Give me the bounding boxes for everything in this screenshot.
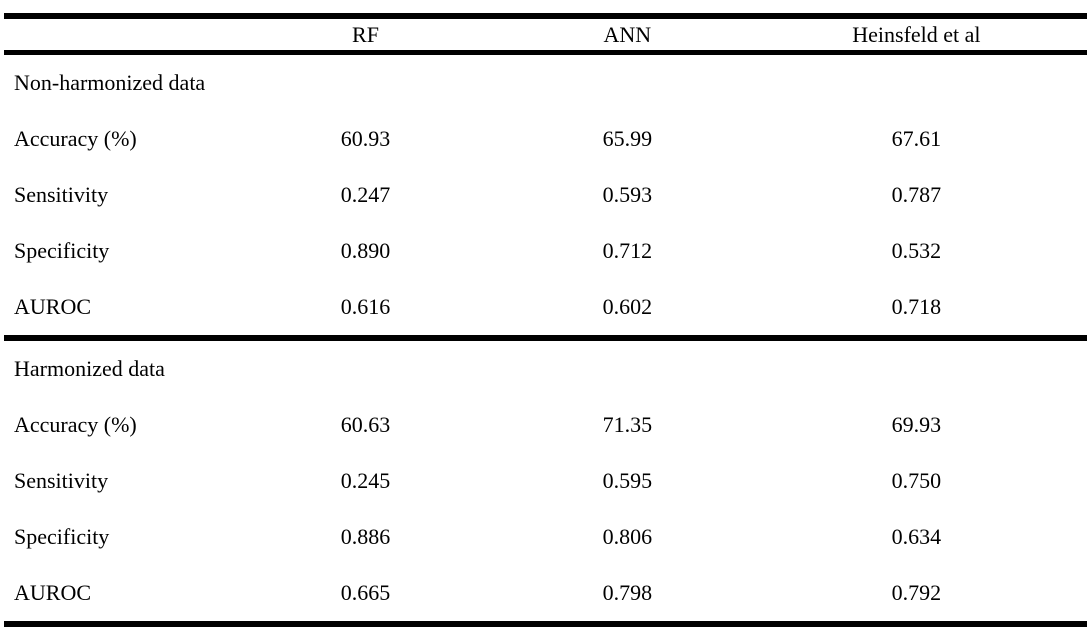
row-label: Specificity bbox=[14, 524, 110, 549]
header-rule bbox=[4, 50, 1087, 55]
value-cell-rf: 0.890 bbox=[340, 238, 391, 263]
row-label: AUROC bbox=[14, 294, 92, 319]
row-label: Sensitivity bbox=[14, 182, 109, 207]
table-row: AUROC 0.616 0.602 0.718 bbox=[0, 279, 1091, 335]
section-title: Non-harmonized data bbox=[14, 70, 206, 95]
value-cell-rf: 60.63 bbox=[340, 412, 391, 437]
table-row: Sensitivity 0.247 0.593 0.787 bbox=[0, 167, 1091, 223]
value-cell-ann: 0.602 bbox=[602, 294, 653, 319]
section-divider-rule bbox=[4, 335, 1087, 341]
row-label: Specificity bbox=[14, 238, 110, 263]
table-row: Accuracy (%) 60.93 65.99 67.61 bbox=[0, 111, 1091, 167]
column-header-heinsfeld: Heinsfeld et al bbox=[852, 21, 981, 47]
table-row: Sensitivity 0.245 0.595 0.750 bbox=[0, 453, 1091, 509]
row-label: AUROC bbox=[14, 580, 92, 605]
bottom-rule bbox=[4, 621, 1087, 627]
column-header-ann: ANN bbox=[603, 21, 652, 47]
value-cell-heinsfeld: 0.787 bbox=[891, 182, 942, 207]
section-title: Harmonized data bbox=[14, 356, 165, 381]
value-cell-rf: 60.93 bbox=[340, 126, 391, 151]
section-row-harmonized: Harmonized data bbox=[0, 341, 1091, 397]
value-cell-rf: 0.247 bbox=[340, 182, 391, 207]
value-cell-ann: 0.798 bbox=[602, 580, 653, 605]
value-cell-ann: 71.35 bbox=[602, 412, 653, 437]
value-cell-ann: 0.712 bbox=[602, 238, 653, 263]
value-cell-rf: 0.245 bbox=[340, 468, 391, 493]
value-cell-ann: 0.595 bbox=[602, 468, 653, 493]
value-cell-rf: 0.665 bbox=[340, 580, 391, 605]
value-cell-heinsfeld: 69.93 bbox=[891, 412, 942, 437]
value-cell-heinsfeld: 0.792 bbox=[891, 580, 942, 605]
value-cell-rf: 0.886 bbox=[340, 524, 391, 549]
value-cell-heinsfeld: 67.61 bbox=[891, 126, 942, 151]
table-header-row: RF ANN Heinsfeld et al bbox=[0, 19, 1091, 50]
column-header-rf: RF bbox=[352, 21, 379, 47]
top-rule bbox=[4, 13, 1087, 19]
value-cell-heinsfeld: 0.750 bbox=[891, 468, 942, 493]
row-label: Sensitivity bbox=[14, 468, 109, 493]
value-cell-rf: 0.616 bbox=[340, 294, 391, 319]
value-cell-ann: 0.593 bbox=[602, 182, 653, 207]
value-cell-ann: 65.99 bbox=[602, 126, 653, 151]
section-row-non-harmonized: Non-harmonized data bbox=[0, 55, 1091, 111]
value-cell-heinsfeld: 0.634 bbox=[891, 524, 942, 549]
row-label: Accuracy (%) bbox=[14, 412, 137, 437]
value-cell-heinsfeld: 0.532 bbox=[891, 238, 942, 263]
table-row: AUROC 0.665 0.798 0.792 bbox=[0, 565, 1091, 621]
row-label: Accuracy (%) bbox=[14, 126, 137, 151]
table-row: Specificity 0.890 0.712 0.532 bbox=[0, 223, 1091, 279]
value-cell-heinsfeld: 0.718 bbox=[891, 294, 942, 319]
value-cell-ann: 0.806 bbox=[602, 524, 653, 549]
table-row: Accuracy (%) 60.63 71.35 69.93 bbox=[0, 397, 1091, 453]
table-row: Specificity 0.886 0.806 0.634 bbox=[0, 509, 1091, 565]
